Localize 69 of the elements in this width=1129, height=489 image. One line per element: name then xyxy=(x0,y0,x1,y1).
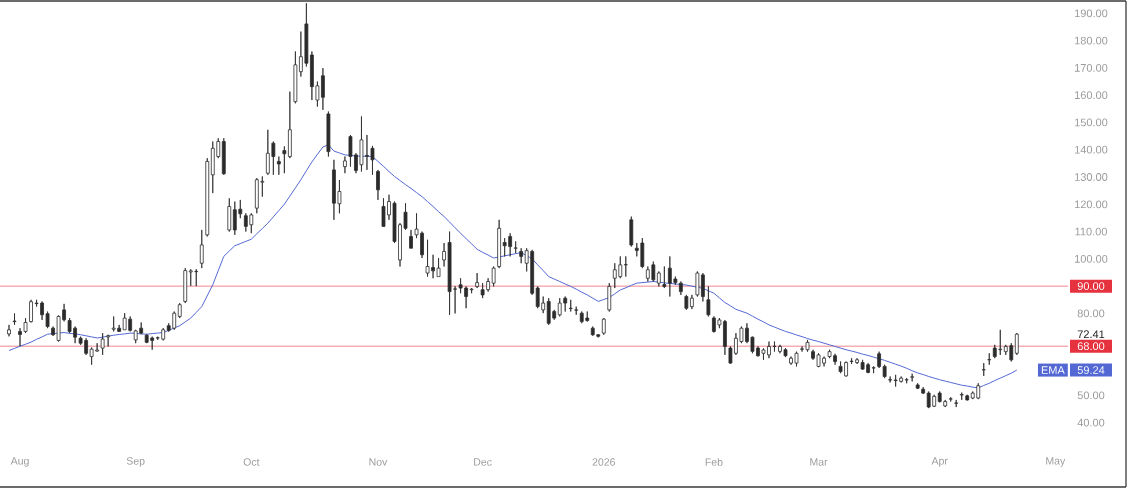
y-tick-label: 190.00 xyxy=(1075,9,1108,18)
text: 59.24 xyxy=(1077,366,1105,374)
x-tick-label: Sep xyxy=(126,457,145,467)
x-tick-label: Feb xyxy=(705,458,723,466)
candlestick xyxy=(183,267,188,304)
ref-line-label: 90.00 xyxy=(1077,282,1105,291)
y-tick-label: 100.00 xyxy=(1075,254,1108,263)
candlestick xyxy=(607,282,612,312)
x-tick-label: Aug xyxy=(10,457,29,467)
y-tick-label: 120.00 xyxy=(1075,200,1108,209)
y-tick-label: 170.00 xyxy=(1075,63,1108,72)
candlestick xyxy=(656,271,661,287)
candlestick xyxy=(568,299,573,312)
y-tick-label: 160.00 xyxy=(1075,91,1108,100)
legend-label: EMA xyxy=(1041,366,1065,374)
candlestick xyxy=(177,302,182,319)
candlestick xyxy=(376,169,380,201)
x-tick-label: Apr xyxy=(931,457,948,467)
y-tick-label: 130.00 xyxy=(1075,173,1108,181)
candlestick xyxy=(915,382,920,390)
x-tick-label: Mar xyxy=(810,458,828,466)
ref-line-label: 68.00 xyxy=(1077,342,1105,351)
y-tick-label: 40.00 xyxy=(1077,418,1105,427)
candlestick xyxy=(205,157,210,237)
candlestick xyxy=(987,352,992,366)
candlestick xyxy=(948,396,953,402)
candlestick xyxy=(497,219,502,269)
candlestick xyxy=(475,272,479,289)
y-tick-label: 110.00 xyxy=(1075,227,1107,236)
candlestick xyxy=(904,377,909,384)
candlestick xyxy=(954,399,959,408)
x-tick-label: May xyxy=(1046,457,1066,467)
x-tick-label: Nov xyxy=(369,458,388,466)
candlestick xyxy=(12,313,17,326)
y-tick-label: 140.00 xyxy=(1075,145,1108,154)
candlestick xyxy=(921,386,926,395)
x-tick-label: 2026 xyxy=(592,458,615,466)
candlestick xyxy=(678,281,683,296)
candlestick xyxy=(513,241,518,254)
candlestick xyxy=(326,111,331,157)
candlestick xyxy=(629,216,634,247)
y-tick-label: 180.00 xyxy=(1075,36,1108,45)
candlestick xyxy=(106,334,111,347)
candlestick xyxy=(227,197,232,232)
candlestick xyxy=(910,373,915,382)
candlestick xyxy=(7,324,11,337)
candlestick xyxy=(1014,332,1019,356)
y-tick-label: 50.00 xyxy=(1077,391,1105,400)
candlestick xyxy=(662,266,667,289)
candlestick xyxy=(409,229,413,249)
candlestick xyxy=(519,247,524,264)
y-tick-label: 80.00 xyxy=(1077,309,1105,318)
candlestick xyxy=(601,317,606,336)
candlestick xyxy=(282,146,287,174)
candlestick xyxy=(221,137,226,176)
candlestick xyxy=(276,156,281,176)
y-tick-label: 150.00 xyxy=(1075,118,1108,127)
candlestick xyxy=(100,332,105,356)
candlestick xyxy=(871,365,876,374)
candlestick xyxy=(287,91,292,159)
candlestick xyxy=(199,229,204,269)
candlestick xyxy=(623,255,628,277)
candlestick xyxy=(981,362,986,377)
x-tick-label: Dec xyxy=(474,458,492,466)
candlestick xyxy=(574,306,579,316)
x-tick-label: Oct xyxy=(243,458,260,466)
candlestick xyxy=(343,156,347,174)
text: 72.41 xyxy=(1077,330,1105,338)
candlestick xyxy=(706,286,711,317)
